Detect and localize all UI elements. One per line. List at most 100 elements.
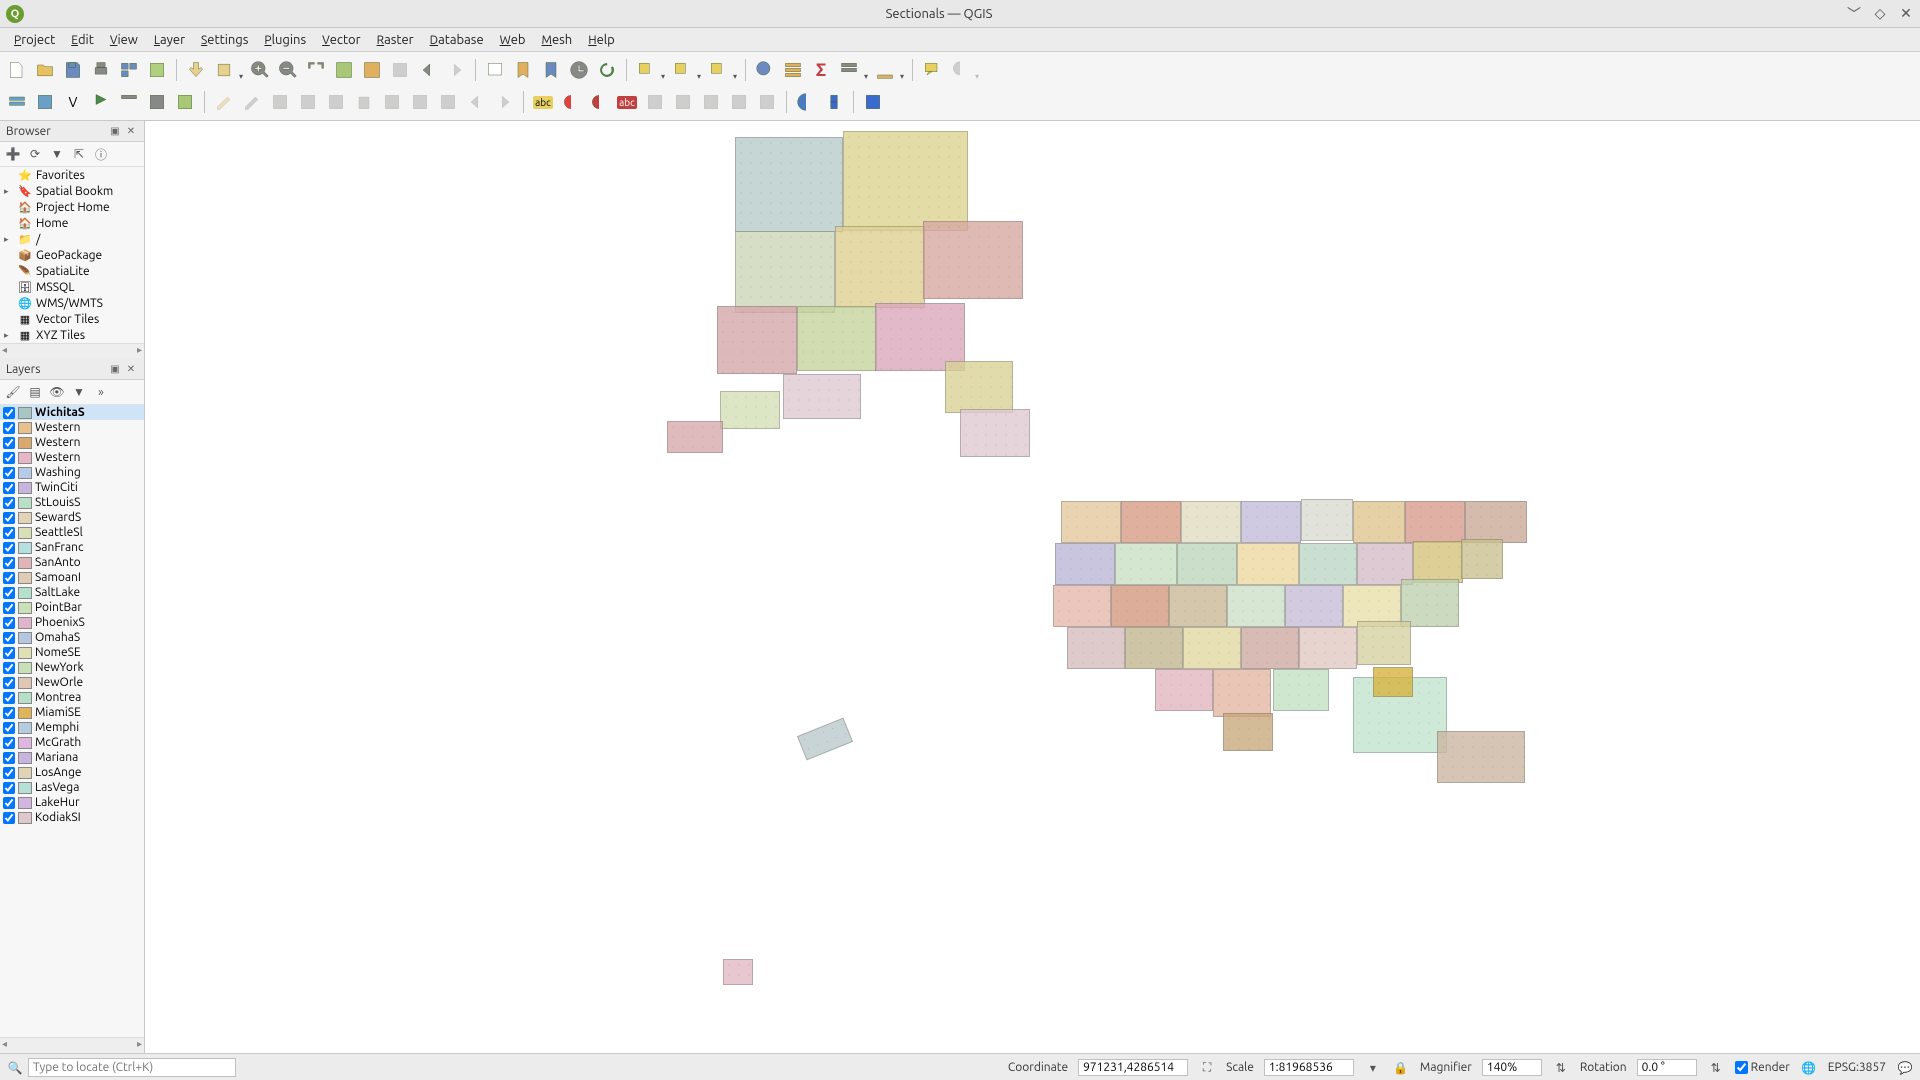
properties-icon[interactable]: ⓘ [92,145,110,163]
browser-item[interactable]: ⭐Favorites [0,167,144,183]
layer-item[interactable]: Mariana [0,750,144,765]
scale-input[interactable] [1264,1059,1354,1076]
layer-item[interactable]: WichitaS [0,405,144,420]
menu-web[interactable]: Web [492,30,534,50]
layer-item[interactable]: Western [0,450,144,465]
layer-item[interactable]: PointBar [0,600,144,615]
layer-checkbox[interactable] [3,677,15,689]
style-manager-icon[interactable] [144,57,170,83]
menu-vector[interactable]: Vector [314,30,368,50]
filter-icon[interactable]: ▼ [48,145,66,163]
browser-item[interactable]: 🏠Project Home [0,199,144,215]
zoom-layer-icon[interactable] [359,57,385,83]
new-memory-icon[interactable] [144,89,170,115]
rotation-input[interactable] [1637,1059,1697,1076]
close-panel-icon[interactable]: ✕ [124,124,138,138]
data-source-icon[interactable] [4,89,30,115]
browser-item[interactable]: ▸🔖Spatial Bookm [0,183,144,199]
layer-checkbox[interactable] [3,662,15,674]
add-group-icon[interactable]: ▤ [26,383,44,401]
layer-item[interactable]: NewYork [0,660,144,675]
crs-icon[interactable]: 🌐 [1800,1059,1818,1077]
layer-item[interactable]: SaltLake [0,585,144,600]
layer-checkbox[interactable] [3,572,15,584]
layer-checkbox[interactable] [3,602,15,614]
layer-checkbox[interactable] [3,497,15,509]
layer-item[interactable]: SanFranc [0,540,144,555]
browser-item[interactable]: ▸📁/ [0,231,144,247]
menu-view[interactable]: View [102,30,146,50]
add-layer-icon[interactable]: ➕ [4,145,22,163]
browser-item[interactable]: 🗄MSSQL [0,279,144,295]
layer-item[interactable]: Memphi [0,720,144,735]
menu-raster[interactable]: Raster [369,30,422,50]
spinner-icon[interactable]: ⇅ [1707,1059,1725,1077]
open-project-icon[interactable] [32,57,58,83]
layer-checkbox[interactable] [3,767,15,779]
layer-checkbox[interactable] [3,782,15,794]
style-icon[interactable]: 🖌 [4,383,22,401]
lock-icon[interactable]: 🔒 [1392,1059,1410,1077]
new-map-view-icon[interactable] [482,57,508,83]
menu-mesh[interactable]: Mesh [534,30,581,50]
close-icon[interactable]: ✕ [1898,6,1914,22]
expand-icon[interactable]: » [92,383,110,401]
maximize-icon[interactable]: ◇ [1872,6,1888,22]
attr-table-icon[interactable] [780,57,806,83]
layer-item[interactable]: LakeHur [0,795,144,810]
layer-item[interactable]: NewOrle [0,675,144,690]
browser-item[interactable]: 🌐WMS/WMTS [0,295,144,311]
zoom-full-icon[interactable] [303,57,329,83]
stats-icon[interactable]: ▾ [836,57,862,83]
menu-plugins[interactable]: Plugins [256,30,314,50]
new-project-icon[interactable] [4,57,30,83]
layer-item[interactable]: SeattleSl [0,525,144,540]
menu-project[interactable]: Project [6,30,63,50]
menu-settings[interactable]: Settings [193,30,256,50]
layer-checkbox[interactable] [3,737,15,749]
map-tips-icon[interactable] [919,57,945,83]
menu-edit[interactable]: Edit [63,30,102,50]
browser-item[interactable]: 🪶SpatiaLite [0,263,144,279]
layer-checkbox[interactable] [3,437,15,449]
layer-checkbox[interactable] [3,797,15,809]
layer-item[interactable]: SanAnto [0,555,144,570]
python-console-icon[interactable] [821,89,847,115]
zoom-in-icon[interactable] [247,57,273,83]
layer-item[interactable]: LasVega [0,780,144,795]
refresh-icon[interactable] [594,57,620,83]
new-mesh-icon[interactable] [172,89,198,115]
layer-checkbox[interactable] [3,512,15,524]
pan-icon[interactable] [183,57,209,83]
layer-item[interactable]: StLouisS [0,495,144,510]
scale-dd-icon[interactable]: ▾ [1364,1059,1382,1077]
layer-checkbox[interactable] [3,707,15,719]
select-icon[interactable]: ▾ [669,57,695,83]
menu-layer[interactable]: Layer [146,30,193,50]
label-show-icon[interactable] [586,89,612,115]
label-pin-icon[interactable]: abc [614,89,640,115]
label-icon[interactable]: abc [530,89,556,115]
menu-database[interactable]: Database [422,30,492,50]
new-virtual-icon[interactable] [116,89,142,115]
help-icon[interactable] [860,89,886,115]
layer-item[interactable]: Washing [0,465,144,480]
layers-hscroll[interactable] [0,1037,144,1053]
identify-features-icon[interactable] [752,57,778,83]
zoom-out-icon[interactable] [275,57,301,83]
layer-checkbox[interactable] [3,557,15,569]
browser-item[interactable]: 📦GeoPackage [0,247,144,263]
browser-item[interactable]: ▦Vector Tiles [0,311,144,327]
render-toggle[interactable]: Render [1735,1061,1790,1074]
crs-label[interactable]: EPSG:3857 [1828,1061,1886,1074]
menu-help[interactable]: Help [580,30,623,50]
layer-checkbox[interactable] [3,467,15,479]
save-project-icon[interactable] [60,57,86,83]
magnifier-input[interactable] [1482,1059,1542,1076]
coordinate-input[interactable] [1078,1059,1188,1076]
layer-checkbox[interactable] [3,452,15,464]
layer-item[interactable]: SewardS [0,510,144,525]
new-spatialite-icon[interactable] [88,89,114,115]
layer-checkbox[interactable] [3,617,15,629]
layer-checkbox[interactable] [3,407,15,419]
